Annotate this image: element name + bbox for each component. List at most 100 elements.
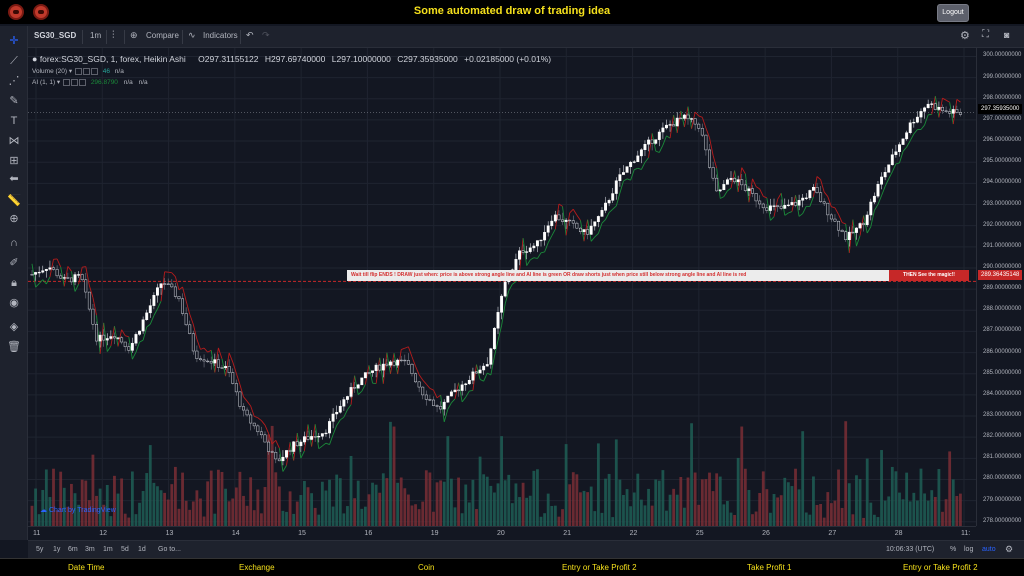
ai-line-segment: [461, 396, 467, 403]
candle-body: [801, 197, 805, 201]
candle-body: [381, 363, 385, 371]
volume-bar: [708, 472, 711, 526]
x-tick-label: 25: [695, 530, 704, 537]
compare-button[interactable]: Compare: [146, 31, 179, 40]
ai-line-segment: [931, 96, 936, 115]
footer-entry-take-profit-2[interactable]: Entry or Take Profit 2: [562, 563, 637, 572]
volume-bar: [833, 500, 837, 526]
volume-bar: [539, 516, 543, 526]
footer-date-time[interactable]: Date Time: [68, 563, 105, 572]
trendline-icon[interactable]: ⟋: [10, 55, 18, 67]
legend-eye-icon[interactable]: [74, 67, 82, 75]
candles: [30, 99, 962, 466]
legend-eye-icon[interactable]: [63, 78, 70, 86]
range-5d[interactable]: 5d: [121, 546, 129, 553]
zoom-in-icon[interactable]: ⊕: [9, 213, 19, 225]
range-5y[interactable]: 5y: [36, 546, 44, 553]
auto-toggle[interactable]: auto: [982, 546, 996, 553]
fib-tool-icon[interactable]: ⋰: [8, 75, 20, 87]
volume-bar: [553, 505, 557, 526]
lock-icon[interactable]: 🔒︎: [11, 277, 17, 289]
ai-line-segment: [293, 432, 298, 461]
back-arrow-icon[interactable]: ⬅: [9, 173, 19, 185]
interval-button[interactable]: 1m: [90, 31, 102, 40]
legend-symbol[interactable]: forex:SG30_SGD, 1, forex, Heikin Ashi: [39, 54, 186, 64]
volume-bar: [209, 470, 213, 526]
pattern-tool-icon[interactable]: ⋈: [8, 135, 20, 147]
prediction-tool-icon[interactable]: ⊞: [9, 155, 19, 167]
candle-body: [177, 296, 181, 300]
candle-body: [432, 399, 435, 406]
layers-icon[interactable]: ◈: [9, 321, 19, 333]
percent-toggle[interactable]: %: [950, 546, 957, 553]
log-toggle[interactable]: log: [964, 546, 974, 553]
legend-settings-icon[interactable]: [71, 78, 78, 86]
chart-settings-gear-icon[interactable]: ⚙: [1005, 544, 1014, 554]
magnet-icon[interactable]: ∩: [10, 237, 18, 249]
volume-bar: [772, 494, 776, 526]
footer-take-profit-1[interactable]: Take Profit 1: [747, 563, 792, 572]
annotation-cta[interactable]: THEN See the magic!!: [889, 270, 969, 281]
ruler-icon[interactable]: 📏: [7, 195, 21, 207]
eye-icon[interactable]: ◉: [9, 297, 19, 309]
footer-exchange[interactable]: Exchange: [239, 563, 275, 572]
candle-body: [772, 205, 776, 207]
footer-coin[interactable]: Coin: [418, 563, 435, 572]
symbol-search[interactable]: SG30_SGD: [34, 31, 77, 40]
legend-close-icon[interactable]: [79, 78, 86, 86]
camera-snapshot-icon[interactable]: ◙: [1004, 30, 1010, 40]
tradingview-watermark[interactable]: ☁ Chart by TradingView: [40, 506, 116, 514]
redo-icon[interactable]: ↷: [262, 30, 270, 40]
ai-line-segment: [311, 424, 316, 447]
volume-bar: [933, 496, 937, 526]
crosshair-icon[interactable]: ✛: [9, 35, 19, 47]
indicators-button[interactable]: Indicators: [203, 31, 238, 40]
ai-line-segment: [741, 167, 746, 174]
range-1m[interactable]: 1m: [103, 546, 113, 553]
text-tool-icon[interactable]: T: [10, 115, 18, 127]
logout-button[interactable]: Logout: [937, 4, 969, 22]
lock-drawing-icon[interactable]: ✐: [9, 257, 19, 269]
price-chart[interactable]: [28, 48, 976, 526]
volume-bar: [59, 471, 63, 526]
range-3m[interactable]: 3m: [85, 546, 95, 553]
chart-style-icon[interactable]: ⫶: [112, 30, 115, 41]
volume-legend-label[interactable]: Volume (20): [32, 68, 68, 75]
ai-line-segment: [469, 389, 473, 392]
legend-settings-icon[interactable]: [82, 67, 90, 75]
legend-close-icon[interactable]: [90, 67, 98, 75]
trash-icon[interactable]: 🗑︎: [7, 341, 21, 353]
fullscreen-icon[interactable]: ⛶: [982, 29, 989, 40]
ai-line-segment: [49, 259, 54, 278]
volume-bar: [281, 510, 285, 526]
undo-icon[interactable]: ↶: [246, 30, 254, 40]
range-6m[interactable]: 6m: [68, 546, 78, 553]
clock[interactable]: 10:06:33 (UTC): [886, 546, 935, 553]
range-1y[interactable]: 1y: [53, 546, 61, 553]
candle-body: [224, 366, 228, 368]
volume-bar: [374, 484, 378, 526]
price-axis[interactable]: 300.00000000 299.00000000 298.00000000 297.…: [976, 48, 1024, 526]
volume-bar: [536, 469, 539, 526]
settings-gear-icon[interactable]: ⚙: [960, 30, 970, 42]
ai-line-segment: [956, 99, 961, 103]
volume-legend-value: 46: [102, 68, 110, 75]
compare-icon[interactable]: ⊕: [130, 30, 138, 40]
goto-button[interactable]: Go to...: [158, 546, 181, 553]
ai-line-segment: [447, 402, 452, 410]
volume-bar: [338, 478, 342, 526]
volume-bar: [822, 517, 826, 526]
volume-bar: [428, 472, 432, 526]
indicators-icon[interactable]: ∿: [188, 30, 196, 40]
brush-icon[interactable]: ✎: [9, 95, 19, 107]
ai-line-segment: [945, 99, 950, 103]
range-1d[interactable]: 1d: [138, 546, 146, 553]
volume-bar: [887, 496, 891, 526]
footer-entry-take-profit-2b[interactable]: Entry or Take Profit 2: [903, 563, 978, 572]
ai-legend-label[interactable]: AI (1, 1): [32, 79, 56, 86]
candle-body: [295, 441, 299, 447]
ai-line-segment: [192, 324, 198, 340]
annotation-note[interactable]: Wait till flip ENDS ! DRAW just when: pr…: [347, 270, 889, 281]
time-axis[interactable]: 11 12 13 14 15 16 19 20 21 22 25 26 27 28 11:: [28, 526, 976, 540]
candle-body: [898, 144, 901, 152]
